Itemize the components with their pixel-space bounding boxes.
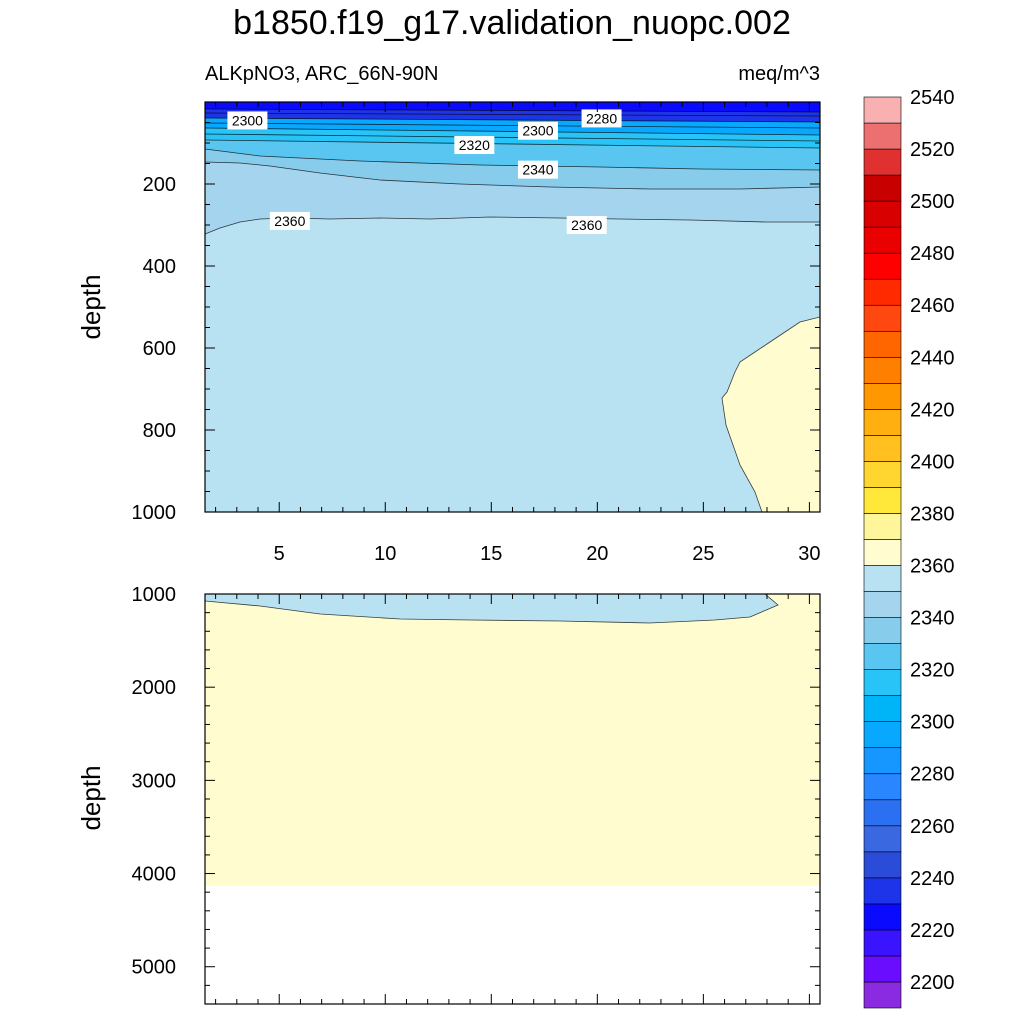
colorbar-swatch	[863, 174, 902, 202]
colorbar-label: 2520	[910, 139, 955, 161]
colorbar-swatch	[863, 669, 902, 696]
colorbar-swatch	[863, 330, 902, 358]
colorbar-swatch	[863, 773, 902, 801]
colorbar-swatch	[863, 643, 902, 670]
contour-label-text: 2300	[522, 123, 553, 139]
lower-panel: 1000 2000 3000 4000 5000 depth	[76, 584, 821, 1005]
colorbar-label: 2240	[910, 868, 955, 890]
contour-label: 2360	[566, 216, 607, 234]
colorbar-swatch	[863, 252, 902, 280]
colorbar-label: 2300	[910, 712, 955, 734]
lower-axis-ticks: 1000 2000 3000 4000 5000	[132, 584, 820, 1005]
upper-panel: 2300 2300 2280 2320 2340 2360 2360 5 10 15 20 25 30…	[76, 101, 821, 565]
contour-label-text: 2300	[232, 112, 263, 128]
contour-label-text: 2360	[274, 213, 305, 229]
colorbar-label: 2320	[910, 660, 955, 682]
colorbar-swatch	[863, 461, 902, 488]
x-tick-label: 25	[692, 543, 714, 565]
colorbar-swatch	[863, 356, 902, 384]
colorbar-swatch	[863, 799, 902, 827]
colorbar-label: 2200	[910, 972, 955, 994]
lower-y-tick-label: 2000	[132, 677, 177, 699]
lower-y-tick-label: 5000	[132, 957, 177, 979]
x-tick-label: 20	[586, 543, 608, 565]
upper-y-tick-label: 800	[143, 420, 176, 442]
lower-y-tick-label: 4000	[132, 864, 177, 886]
chart-title: b1850.f19_g17.validation_nuopc.002	[233, 4, 791, 42]
colorbar-swatch	[863, 981, 902, 1009]
upper-y-tick-label: 200	[143, 174, 176, 196]
contour-label: 2340	[517, 160, 558, 179]
upper-y-tick-label: 600	[143, 338, 176, 360]
upper-y-tick-label: 400	[143, 256, 176, 278]
colorbar-label: 2460	[910, 295, 955, 317]
contour-label-group: 2300 2300 2280 2320 2340 2360 2360	[227, 109, 622, 234]
x-tick-label: 5	[274, 543, 285, 565]
lower-y-axis-label: depth	[76, 765, 106, 830]
fill-2380-region	[722, 317, 820, 512]
colorbar-swatch	[863, 747, 902, 775]
colorbar-swatch	[863, 487, 902, 514]
colorbar-swatch	[863, 929, 902, 957]
contour-label: 2280	[581, 109, 622, 128]
contour-label-text: 2360	[571, 217, 602, 233]
colorbar-swatch	[863, 226, 902, 254]
colorbar-label: 2500	[910, 191, 955, 213]
x-tick-label: 30	[798, 543, 820, 565]
lower-y-tick-label: 3000	[132, 770, 177, 792]
colorbar-swatch	[863, 148, 902, 176]
colorbar-swatch	[863, 539, 902, 566]
colorbar: 2200 2220 2240 2260 2280 2300 2320 2340 2360 2380…	[863, 87, 955, 1009]
colorbar-swatch	[863, 304, 902, 332]
colorbar-swatch	[863, 409, 902, 436]
colorbar-label: 2400	[910, 451, 955, 473]
colorbar-label: 2280	[910, 764, 955, 786]
colorbar-label: 2540	[910, 87, 955, 109]
upper-y-axis-label: depth	[76, 274, 106, 339]
contour-label: 2360	[269, 211, 310, 230]
lower-y-tick-label: 1000	[132, 584, 177, 606]
colorbar-label: 2420	[910, 399, 955, 421]
colorbar-label: 2340	[910, 608, 955, 630]
colorbar-swatch	[863, 903, 902, 931]
colorbar-label: 2440	[910, 347, 955, 369]
colorbar-swatch	[863, 851, 902, 879]
colorbar-label: 2480	[910, 243, 955, 265]
contour-label-text: 2320	[459, 137, 490, 153]
colorbar-swatch	[863, 383, 902, 410]
colorbar-swatch	[863, 695, 902, 722]
contour-label-text: 2280	[586, 110, 617, 126]
chart-subtitle-units: meq/m^3	[738, 63, 820, 85]
colorbar-label: 2220	[910, 920, 955, 942]
colorbar-swatch	[863, 591, 902, 618]
colorbar-swatch	[863, 617, 902, 644]
contour-label-text: 2340	[522, 162, 553, 178]
colorbar-swatch	[863, 877, 902, 905]
upper-y-tick-label: 1000	[132, 502, 177, 524]
upper-axis-ticks: 5 10 15 20 25 30 200 400 600 800 1000	[132, 102, 821, 565]
colorbar-swatch	[863, 955, 902, 983]
colorbar-label: 2380	[910, 503, 955, 525]
x-tick-label: 15	[480, 543, 502, 565]
chart-subtitle-variable: ALKpNO3, ARC_66N-90N	[205, 63, 438, 85]
contour-label: 2300	[517, 121, 558, 140]
colorbar-label: 2360	[910, 556, 955, 578]
colorbar-swatch	[863, 565, 902, 592]
colorbar-label: 2260	[910, 816, 955, 838]
colorbar-swatch	[863, 96, 902, 124]
colorbar-swatch	[863, 122, 902, 150]
contour-label: 2320	[454, 136, 495, 155]
colorbar-swatch	[863, 200, 902, 228]
colorbar-swatch	[863, 435, 902, 462]
colorbar-swatch	[863, 278, 902, 306]
colorbar-swatch	[863, 825, 902, 853]
fill-2380-deep	[205, 594, 820, 886]
x-tick-label: 10	[374, 543, 396, 565]
colorbar-swatch	[863, 513, 902, 540]
contour-label: 2300	[227, 111, 268, 130]
colorbar-swatch	[863, 721, 902, 749]
